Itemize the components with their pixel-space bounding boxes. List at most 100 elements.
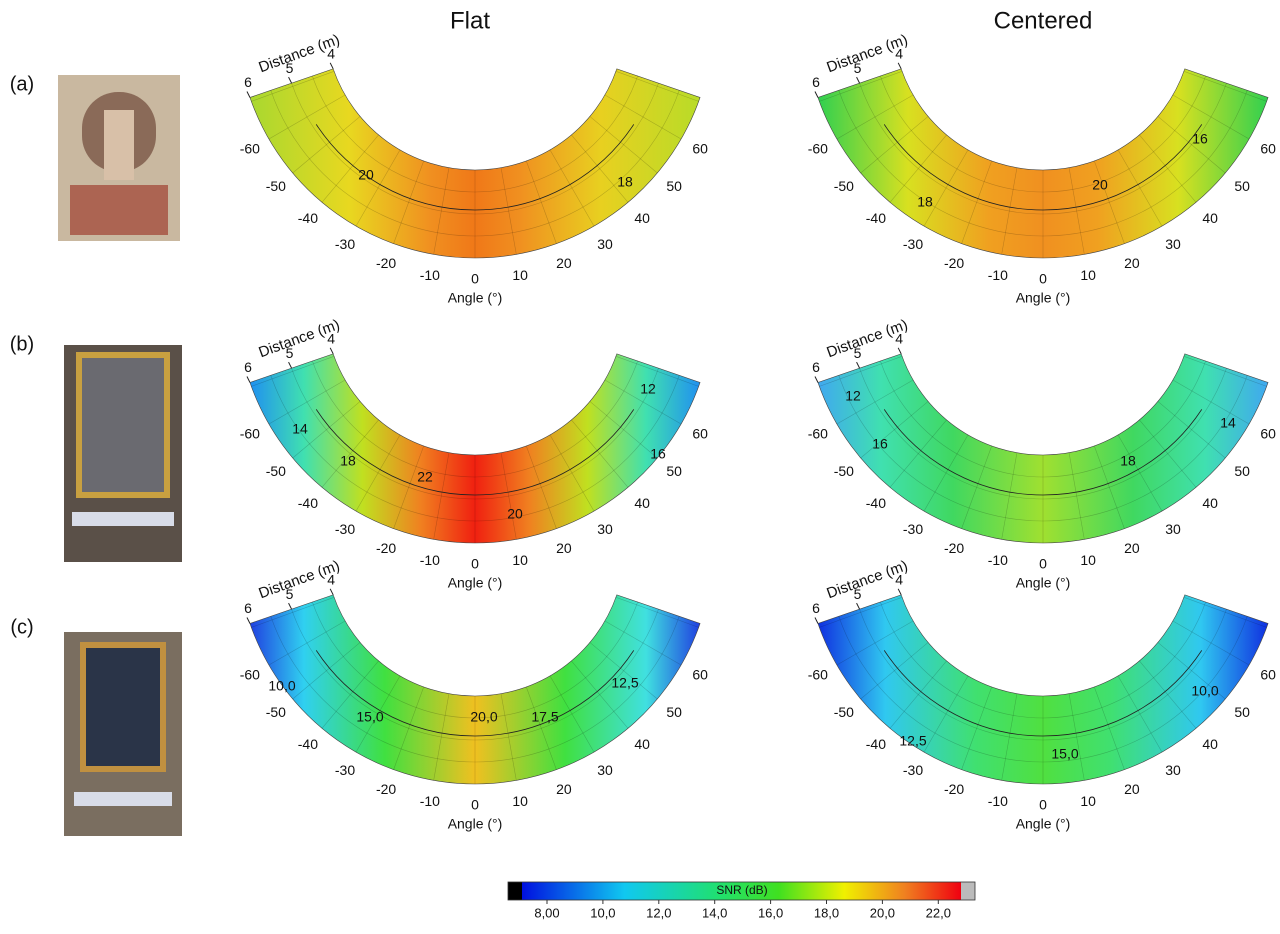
colorbar-tick-label: 12,0 <box>646 905 671 920</box>
angle-tick-label: -20 <box>376 781 396 797</box>
contour-label: 20 <box>1092 177 1108 193</box>
distance-tick <box>897 62 902 70</box>
angle-tick-label: 30 <box>597 236 613 252</box>
grid-line <box>1157 642 1226 700</box>
grid-line <box>1157 116 1226 174</box>
heatmap <box>249 68 701 259</box>
grid-line <box>589 116 658 174</box>
grid-line <box>355 434 401 512</box>
angle-tick-label: -50 <box>266 463 286 479</box>
grid-line <box>1068 693 1085 781</box>
grid-line <box>549 434 595 512</box>
grid-line <box>889 660 947 729</box>
grid-arc <box>270 375 680 522</box>
grid-line <box>433 693 450 781</box>
grid-line <box>1139 134 1197 203</box>
contour-label: 20,0 <box>470 709 497 725</box>
distance-tick <box>897 347 902 355</box>
angle-tick-label: 30 <box>1165 236 1181 252</box>
grid-line <box>526 686 557 770</box>
distance-tick <box>814 617 819 624</box>
distance-tick-label: 5 <box>286 345 294 361</box>
colorbar-tick-label: 10,0 <box>590 905 615 920</box>
angle-tick-label: -20 <box>944 255 964 271</box>
contour-label: 22 <box>417 469 433 485</box>
grid-line <box>836 620 914 666</box>
angle-tick-label: 30 <box>597 762 613 778</box>
angle-tick-label: -40 <box>866 210 886 226</box>
grid-line <box>571 134 629 203</box>
grid-line <box>860 116 929 174</box>
grid-line <box>321 134 379 203</box>
angle-tick-label: -10 <box>420 552 440 568</box>
grid-line <box>923 434 969 512</box>
angle-tick-label: -10 <box>988 552 1008 568</box>
angle-tick-label: 40 <box>1202 736 1218 752</box>
angle-tick-label: -30 <box>335 762 355 778</box>
contour-label: 16 <box>650 446 666 462</box>
grid-arc <box>838 616 1248 763</box>
heatmap <box>249 353 701 544</box>
distance-tick-label: 5 <box>854 586 862 602</box>
grid-line <box>819 597 903 628</box>
contour-label: 14 <box>292 421 308 437</box>
grid-line <box>1157 401 1226 459</box>
grid-line <box>321 660 379 729</box>
distance-tick <box>246 617 251 624</box>
angle-tick-label: 50 <box>666 463 682 479</box>
grid-line <box>1094 160 1125 244</box>
colorbar-tick-label: 20,0 <box>870 905 895 920</box>
angle-tick-label: 10 <box>1080 793 1096 809</box>
angle-tick-label: -40 <box>866 495 886 511</box>
angle-tick-label: 30 <box>1165 762 1181 778</box>
grid-line <box>889 134 947 203</box>
angle-tick-label: 10 <box>512 793 528 809</box>
angle-tick-label: 20 <box>556 255 572 271</box>
heatmap <box>817 68 1269 259</box>
angle-tick-label: 10 <box>1080 267 1096 283</box>
grid-arc <box>312 360 638 478</box>
distance-tick-label: 5 <box>854 60 862 76</box>
grid-line <box>923 149 969 227</box>
angle-tick-label: -60 <box>808 667 828 683</box>
distance-tick-label: 4 <box>327 572 335 588</box>
grid-line <box>604 379 682 425</box>
contour-label: 10,0 <box>268 678 295 694</box>
grid-line <box>604 94 682 140</box>
grid-arc <box>880 75 1206 193</box>
contour-label: 15,0 <box>1051 746 1078 762</box>
grid-line <box>889 419 947 488</box>
angle-tick-label: 60 <box>692 667 708 683</box>
grid-line <box>961 686 992 770</box>
angle-tick-label: -60 <box>808 141 828 157</box>
angle-tick-label: -50 <box>834 704 854 720</box>
contour-label: 18 <box>917 194 933 210</box>
painting <box>64 345 182 562</box>
contour-label: 10,0 <box>1191 683 1218 699</box>
contour-line <box>315 124 635 211</box>
distance-tick-label: 4 <box>327 46 335 62</box>
angle-tick-label: 0 <box>1039 556 1047 572</box>
angle-axis-label: Angle (°) <box>1016 290 1071 306</box>
colorbar-tick-label: 14,0 <box>702 905 727 920</box>
angle-tick-label: -40 <box>298 736 318 752</box>
grid-line <box>268 379 346 425</box>
grid-line <box>836 94 914 140</box>
contour-label: 14 <box>1220 415 1236 431</box>
angle-tick-label: 30 <box>597 521 613 537</box>
angle-tick-label: -10 <box>420 793 440 809</box>
contour-label: 18 <box>1120 453 1136 469</box>
angle-tick-label: 60 <box>1260 667 1276 683</box>
contour-line <box>315 409 635 496</box>
grid-line <box>1001 693 1018 781</box>
grid-line <box>1139 660 1197 729</box>
grid-arc <box>838 90 1248 237</box>
contour-label: 16 <box>1192 131 1208 147</box>
angle-axis-label: Angle (°) <box>448 816 503 832</box>
angle-tick-label: 30 <box>1165 521 1181 537</box>
grid-line <box>819 356 903 387</box>
